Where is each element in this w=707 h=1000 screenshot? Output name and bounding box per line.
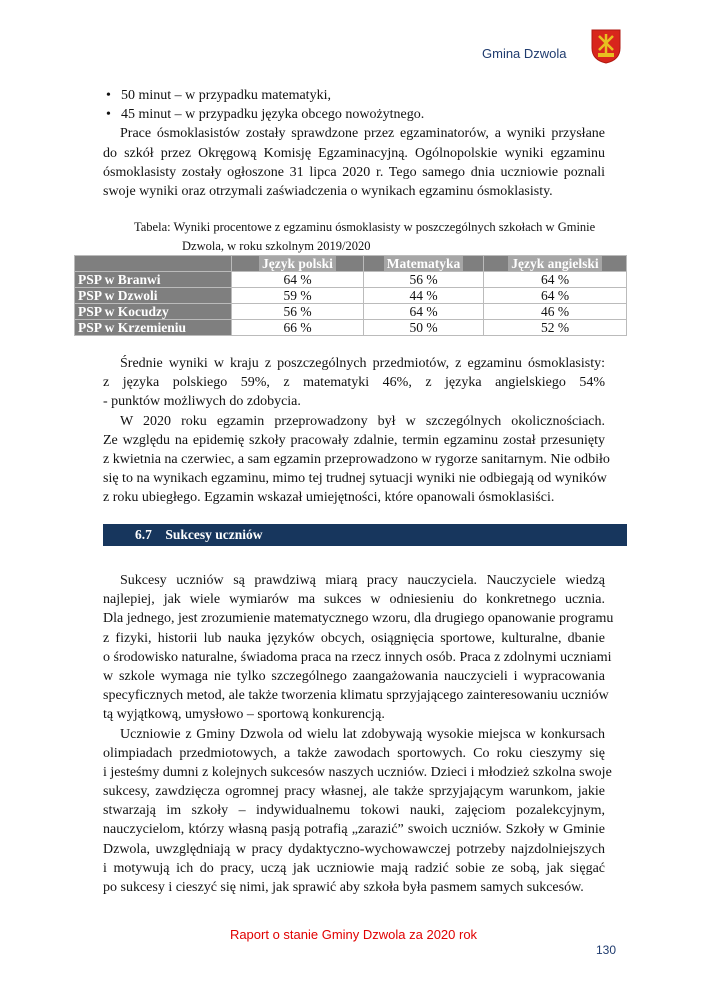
cell: 44 % bbox=[363, 287, 484, 304]
paragraph-line: tą wyjątkową, umysłowo – sportową konkur… bbox=[103, 707, 385, 723]
header-cell bbox=[74, 255, 232, 272]
table-row: PSP w Kocudzy 56 % 64 % 46 % bbox=[74, 303, 627, 320]
paragraph-line: nauczycielom, którzy własną pasją potraf… bbox=[103, 822, 605, 838]
header-label: Matematyka bbox=[383, 256, 464, 271]
table-caption: Tabela: Wyniki procentowe z egzaminu ósm… bbox=[134, 218, 595, 256]
cell: 52 % bbox=[483, 319, 627, 336]
header-cell: Język angielski bbox=[483, 255, 627, 272]
paragraph-line: Sukcesy uczniów są prawdziwą miarą pracy… bbox=[120, 573, 605, 588]
header-cell: Matematyka bbox=[363, 255, 484, 272]
paragraph-line: olimpiadach przedmiotowych, a także zawo… bbox=[103, 745, 605, 761]
paragraph-line: Ze względu na epidemię szkoły pracowały … bbox=[103, 432, 605, 448]
paragraph-line: ósmoklasisty zostały ogłoszone 31 lipca … bbox=[103, 164, 605, 180]
paragraph-line: do szkół przez Okręgową Komisję Egzamina… bbox=[103, 145, 605, 161]
intro-text: 50 minut – w przypadku matematyki, 45 mi… bbox=[103, 86, 605, 201]
paragraph-line: z roku ubiegłego. Egzamin wskazał umieję… bbox=[103, 490, 555, 506]
paragraph-line: i jesteśmy dumni z kolejnych sukcesów na… bbox=[103, 764, 612, 780]
cell: 64 % bbox=[363, 303, 484, 320]
cell: 56 % bbox=[363, 271, 484, 288]
paragraph-line: swoje wyniki oraz otrzymali zaświadczeni… bbox=[103, 183, 553, 199]
paragraph-line: z języka polskiego 59%, z matematyki 46%… bbox=[103, 375, 605, 391]
cell: 64 % bbox=[483, 287, 627, 304]
paragraph-line: Uczniowie z Gminy Dzwola od wielu lat zd… bbox=[120, 726, 605, 742]
paragraph-line: Dla jednego, jest zrozumienie matematycz… bbox=[103, 611, 614, 627]
paragraph-line: z kwietnia na czerwiec, a sam egzamin pr… bbox=[103, 451, 610, 467]
table-row: PSP w Dzwoli 59 % 44 % 64 % bbox=[74, 287, 627, 304]
cell: 46 % bbox=[483, 303, 627, 320]
cell: 59 % bbox=[231, 287, 364, 304]
section-body: Sukcesy uczniów są prawdziwą miarą pracy… bbox=[103, 571, 614, 897]
cell: 66 % bbox=[231, 319, 364, 336]
school-name: PSP w Dzwoli bbox=[74, 287, 232, 304]
table-header-row: Język polski Matematyka Język angielski bbox=[74, 255, 627, 272]
caption-line: Tabela: Wyniki procentowe z egzaminu ósm… bbox=[134, 220, 596, 234]
paragraph-line: i motywują ich do pracy, uczą jak ucznio… bbox=[103, 860, 605, 876]
header-label: Język polski bbox=[259, 256, 336, 271]
after-table-text: Średnie wyniki w kraju z poszczególnych … bbox=[103, 354, 610, 508]
paragraph-line: specyficznych metod, ale także tworzenia… bbox=[103, 688, 609, 704]
paragraph-line: sukcesy, zawdzięcza ogromnej pracy własn… bbox=[103, 784, 605, 800]
footer-title: Raport o stanie Gminy Dzwola za 2020 rok bbox=[229, 927, 478, 942]
paragraph-line: Dzwola, uwzględniają w pracy dydaktyczno… bbox=[103, 841, 605, 857]
paragraph-line: - punktów możliwych do zdobycia. bbox=[103, 394, 301, 410]
school-name: PSP w Branwi bbox=[74, 271, 232, 288]
section-heading-text: 6.7 Sukcesy uczniów bbox=[135, 524, 263, 546]
cell: 56 % bbox=[231, 303, 364, 320]
bullet-item: 50 minut – w przypadku matematyki, bbox=[103, 86, 605, 105]
table-row: PSP w Branwi 64 % 56 % 64 % bbox=[74, 271, 627, 288]
paragraph-line: Prace ósmoklasistów zostały sprawdzone p… bbox=[120, 126, 605, 142]
paragraph-line: W 2020 roku egzamin przeprowadzony był w… bbox=[120, 413, 605, 429]
paragraph-line: stwarzają im szkoły – indywidualnemu tok… bbox=[103, 803, 605, 819]
cell: 64 % bbox=[483, 271, 627, 288]
paragraph-line: o środowisko naturalne, świadoma praca n… bbox=[103, 649, 612, 665]
header-label: Język angielski bbox=[508, 256, 602, 271]
school-name: PSP w Kocudzy bbox=[74, 303, 232, 320]
paragraph-line: się to na wynikach egzaminu, mimo tej tr… bbox=[103, 471, 607, 487]
paragraph-line: z fizyki, historii lub nauka języków obc… bbox=[103, 630, 605, 646]
header-cell: Język polski bbox=[231, 255, 364, 272]
section-number: 6.7 bbox=[135, 527, 152, 542]
paragraph-line: najlepiej, jak wiele wymiarów ma sukces … bbox=[103, 592, 605, 608]
cell: 50 % bbox=[363, 319, 484, 336]
coat-of-arms-logo bbox=[591, 29, 621, 64]
results-table: Język polski Matematyka Język angielski … bbox=[74, 255, 627, 336]
bullet-item: 45 minut – w przypadku języka obcego now… bbox=[103, 105, 605, 124]
paragraph-line: w szkole wymaga nie tylko szczególnego z… bbox=[103, 668, 605, 684]
section-heading: 6.7 Sukcesy uczniów bbox=[103, 524, 627, 546]
paragraph-line: po sukcesy i cieszyć się nimi, jak spraw… bbox=[103, 880, 584, 895]
paragraph-line: Średnie wyniki w kraju z poszczególnych … bbox=[120, 356, 605, 371]
table-row: PSP w Krzemieniu 66 % 50 % 52 % bbox=[74, 319, 627, 336]
cell: 64 % bbox=[231, 271, 364, 288]
school-name: PSP w Krzemieniu bbox=[74, 319, 232, 336]
page-number: 130 bbox=[596, 943, 617, 957]
header-title: Gmina Dzwola bbox=[482, 46, 567, 61]
section-title: Sukcesy uczniów bbox=[165, 527, 263, 542]
caption-line: Dzwola, w roku szkolnym 2019/2020 bbox=[182, 239, 371, 253]
